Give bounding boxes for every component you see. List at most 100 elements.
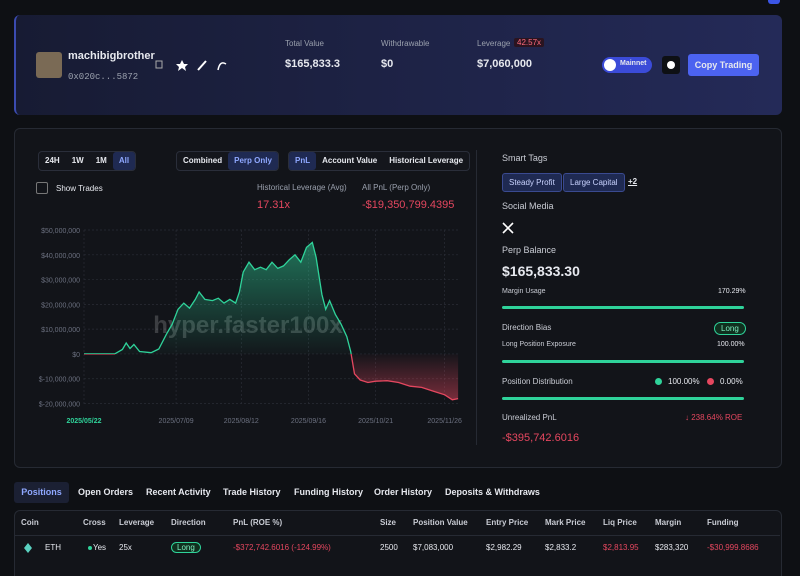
total-value-label: Total Value: [285, 39, 324, 48]
margin-usage: 170.29%: [718, 288, 746, 295]
column-header: PnL (ROE %): [233, 518, 283, 527]
distribution-bar: [502, 397, 744, 400]
profile-header: [14, 15, 782, 115]
tab[interactable]: Deposits & Withdraws: [445, 487, 540, 497]
edit-icon[interactable]: [197, 60, 207, 71]
stat-label: All PnL (Perp Only): [362, 183, 431, 192]
perp-balance-label: Perp Balance: [502, 245, 557, 255]
x-icon[interactable]: [502, 222, 514, 234]
x-tick-label: 2025/07/09: [159, 418, 194, 425]
table-cell: -$30,999.8686: [707, 543, 759, 552]
short-dot: [707, 378, 714, 385]
x-axis: 2025/05/22 2025/07/09 2025/08/12 2025/09/16…: [66, 418, 462, 425]
table-divider: [15, 535, 780, 536]
table-cell: 25x: [119, 543, 132, 552]
x-tick-label: 2025/08/12: [224, 418, 259, 425]
corner-badge: [768, 0, 780, 4]
long-exposure-label: Long Position Exposure: [502, 341, 576, 348]
range-option[interactable]: 24H: [45, 156, 60, 165]
cross-dot: [88, 546, 92, 550]
metric-option[interactable]: Account Value: [322, 156, 378, 165]
y-tick-label: $30,000,000: [41, 278, 80, 285]
social-media-label: Social Media: [502, 201, 554, 211]
column-header: Leverage: [119, 518, 155, 527]
smart-tag[interactable]: Large Capital: [563, 173, 625, 192]
tab[interactable]: Recent Activity: [146, 487, 211, 497]
perp-balance: $165,833.30: [502, 263, 580, 279]
y-tick-label: $10,000,000: [41, 327, 80, 334]
column-header: Liq Price: [603, 518, 637, 527]
column-header: Entry Price: [486, 518, 529, 527]
metric-option[interactable]: Historical Leverage: [389, 156, 464, 165]
long-exposure: 100.00%: [717, 341, 745, 348]
leverage-badge: 42.57x: [514, 38, 545, 47]
table-cell: $2,982.29: [486, 543, 522, 552]
pnl-area: [84, 242, 459, 400]
more-tags[interactable]: +2: [628, 177, 638, 186]
table-cell: $2,813.95: [603, 543, 639, 552]
positions-table: [14, 510, 782, 576]
chart-panel: [14, 128, 782, 468]
mode-selector: Combined Perp Only: [176, 151, 279, 171]
network-toggle[interactable]: Mainnet: [602, 57, 652, 73]
show-trades-label: Show Trades: [56, 184, 103, 193]
withdrawable: $0: [381, 58, 394, 70]
tab[interactable]: Trade History: [223, 487, 281, 497]
column-header[interactable]: Coin: [21, 518, 39, 527]
unrealized-roe: ↓ 238.64% ROE: [685, 413, 743, 422]
y-tick-label: $20,000,000: [41, 302, 80, 309]
column-header: Position Value: [413, 518, 468, 527]
x-tick-label: 2025/11/26: [427, 418, 462, 425]
address: 0x020c...5872: [68, 72, 139, 82]
eth-icon: [24, 543, 32, 553]
long-dot: [655, 378, 662, 385]
tab-active[interactable]: Positions: [14, 482, 69, 503]
stat-label: Historical Leverage (Avg): [257, 183, 347, 192]
tab[interactable]: Open Orders: [78, 487, 134, 497]
y-tick-label: $0: [72, 352, 80, 359]
mode-option[interactable]: Combined: [183, 156, 223, 165]
tab[interactable]: Order History: [374, 487, 433, 497]
column-header: Funding: [707, 518, 739, 527]
copy-trading-button[interactable]: Copy Trading: [688, 54, 759, 76]
star-icon[interactable]: [176, 60, 188, 71]
range-selector: 24H 1W 1M All: [38, 151, 137, 171]
y-tick-label: $-20,000,000: [39, 402, 80, 409]
stat-value: 17.31x: [257, 199, 291, 211]
margin-usage-label: Margin Usage: [502, 288, 546, 295]
tab[interactable]: Funding History: [294, 487, 363, 497]
theme-button[interactable]: [662, 56, 680, 74]
show-trades-checkbox[interactable]: [36, 182, 48, 194]
distribution-long: 100.00%: [668, 377, 700, 386]
margin-usage-bar: [502, 306, 744, 309]
direction-bias-label: Direction Bias: [502, 323, 552, 332]
range-option[interactable]: All: [112, 152, 136, 170]
profile-icons[interactable]: [154, 58, 230, 72]
network-label: Mainnet: [620, 60, 647, 67]
follow-icon[interactable]: [217, 62, 227, 71]
metric-option[interactable]: PnL: [289, 152, 317, 170]
smart-tag[interactable]: Steady Profit: [502, 173, 562, 192]
table-cell: Long: [171, 542, 201, 553]
column-header[interactable]: Direction: [171, 518, 206, 527]
range-option[interactable]: 1W: [71, 156, 84, 165]
table-cell: $283,320: [655, 543, 689, 552]
y-tick-label: $40,000,000: [41, 253, 80, 260]
column-header: Mark Price: [545, 518, 586, 527]
x-tick-label: 2025/05/22: [66, 418, 101, 425]
distribution-label: Position Distribution: [502, 377, 573, 386]
pnl-line: [84, 241, 459, 401]
stat-value: -$19,350,799.4395: [362, 199, 455, 211]
range-option[interactable]: 1M: [95, 156, 107, 165]
y-tick-label: $-10,000,000: [39, 377, 80, 384]
column-header: Margin: [655, 518, 682, 527]
copy-icon[interactable]: [155, 60, 163, 69]
table-cell: $2,833.2: [545, 543, 577, 552]
table-cell: Yes: [93, 543, 107, 552]
metric-selector: PnL Account Value Historical Leverage: [288, 151, 471, 171]
mode-option[interactable]: Perp Only: [228, 152, 278, 170]
username: machibigbrother: [68, 50, 155, 62]
column-header: Size: [380, 518, 397, 527]
